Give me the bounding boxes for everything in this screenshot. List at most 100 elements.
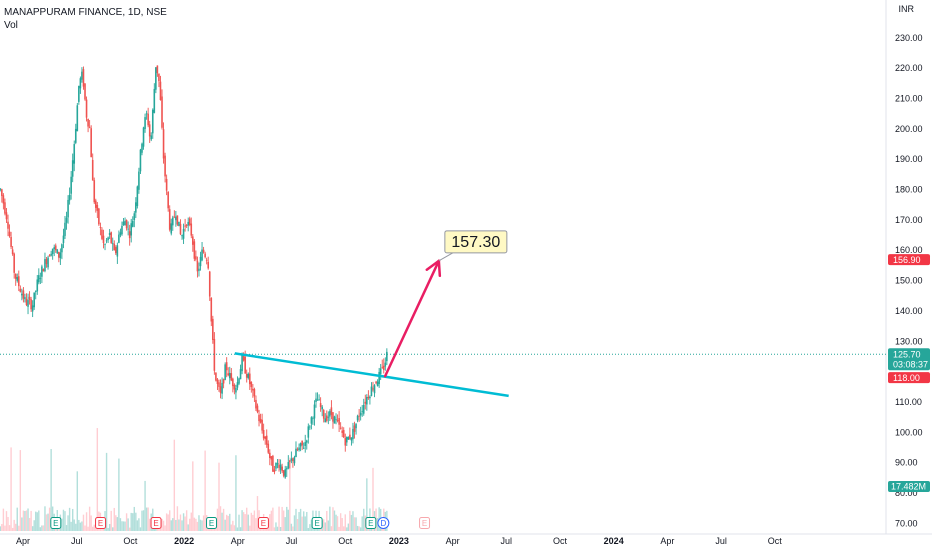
volume-bar	[181, 520, 183, 531]
candle-body	[255, 399, 257, 409]
volume-bar	[222, 508, 225, 531]
candle-body	[369, 396, 371, 399]
volume-bar	[4, 525, 6, 531]
candle-body	[256, 405, 259, 413]
volume-bar	[105, 452, 108, 531]
candle-body	[10, 236, 12, 247]
candle-body	[70, 176, 72, 194]
volume-bar	[13, 519, 15, 531]
candle-body	[259, 418, 262, 423]
candle-body	[276, 463, 279, 465]
candle-body	[171, 217, 174, 226]
candle-body	[79, 78, 82, 89]
candle-body	[316, 399, 319, 401]
earnings-event-marker	[257, 517, 269, 529]
volume-bar	[62, 509, 65, 531]
price-tick-label: 190.00	[895, 154, 923, 164]
volume-bar	[1, 523, 3, 531]
event-marker-letter: E	[53, 519, 58, 528]
candle-body	[74, 128, 77, 143]
volume-bar	[108, 524, 111, 531]
candle-body	[90, 128, 92, 158]
candle-body	[221, 382, 223, 394]
candle-body	[17, 276, 20, 287]
candle-body	[119, 232, 122, 235]
volume-bar	[229, 513, 231, 531]
time-axis-ticks: Apr Jul Oct 2022 Apr Jul Oct 2023 Apr Jul Oct 2024 A…	[16, 536, 782, 546]
candlestick-series	[0, 65, 388, 479]
time-tick-label: Oct	[123, 536, 138, 546]
volume-indicator-label[interactable]: Vol	[4, 20, 18, 31]
volume-bar	[18, 525, 20, 531]
volume-bar	[113, 507, 115, 531]
candle-body	[145, 113, 148, 115]
candle-body	[344, 438, 347, 446]
volume-bar	[122, 521, 125, 531]
candle-body	[244, 356, 246, 374]
volume-bar	[79, 522, 82, 531]
candle-body	[378, 371, 380, 385]
volume-bar	[252, 514, 254, 531]
candle-body	[61, 244, 63, 253]
event-marker-letter: D	[380, 519, 386, 528]
volume-bar	[310, 519, 313, 531]
price-tick-label: 210.00	[895, 93, 923, 103]
price-tick-label: 130.00	[895, 336, 923, 346]
candle-body	[216, 379, 219, 384]
event-marker-letter: E	[314, 519, 319, 528]
volume-bar	[8, 525, 11, 531]
volume-bar	[249, 525, 251, 531]
candle-body	[264, 436, 266, 439]
candle-body	[30, 299, 32, 310]
volume-bar	[279, 526, 282, 531]
volume-bar	[75, 523, 77, 531]
drawings[interactable]: 157.30	[234, 230, 509, 398]
candle-body	[51, 248, 54, 255]
volume-bar	[292, 526, 294, 531]
volume-bar	[19, 450, 22, 531]
volume-bar	[96, 428, 99, 531]
volume-bar	[147, 507, 149, 531]
price-tick-label: 80.00	[895, 488, 918, 498]
candle-body	[165, 178, 168, 191]
candle-body	[65, 217, 68, 223]
volume-bar	[10, 447, 12, 531]
volume-bar	[135, 512, 137, 531]
price-tick-label: 150.00	[895, 276, 923, 286]
candle-body	[54, 245, 57, 251]
candle-body	[155, 67, 157, 90]
candle-body	[78, 85, 80, 102]
candle-body	[85, 99, 88, 118]
volume-bar	[298, 512, 300, 531]
candle-body	[289, 460, 291, 462]
volume-bar	[366, 478, 368, 531]
earnings-event-marker	[365, 517, 377, 529]
candle-body	[325, 415, 328, 421]
candle-body	[81, 71, 83, 80]
candle-body	[122, 221, 125, 226]
price-tag-118-bg	[888, 372, 930, 384]
candle-body	[48, 255, 51, 257]
candle-body	[218, 382, 220, 387]
candle-body	[190, 223, 193, 236]
candle-body	[275, 462, 277, 469]
candle-body	[68, 194, 71, 201]
volume-bar	[169, 510, 171, 531]
candle-body	[7, 221, 9, 229]
candle-body	[71, 160, 74, 177]
price-axis-unit: INR	[898, 4, 915, 14]
time-tick-label: 2022	[174, 536, 194, 546]
volume-bar	[78, 519, 80, 531]
candle-body	[247, 373, 250, 379]
earnings-event-marker	[95, 517, 107, 529]
candle-body	[242, 353, 245, 361]
volume-tag: 17.482M	[891, 482, 926, 492]
candle-body	[104, 244, 106, 246]
volume-bar	[244, 514, 246, 531]
volume-bar	[204, 450, 206, 531]
time-tick-label: Apr	[660, 536, 674, 546]
volume-bar	[71, 508, 74, 531]
